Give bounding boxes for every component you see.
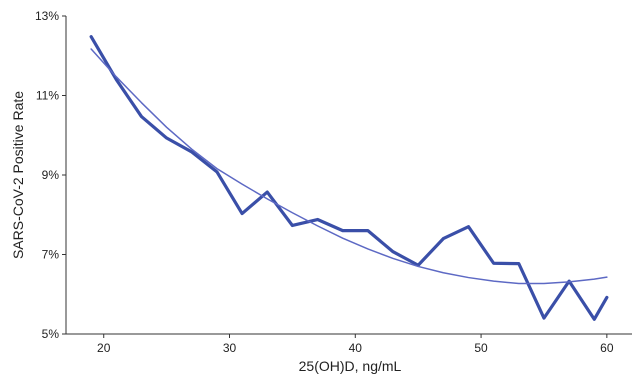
y-tick-label: 11% <box>36 89 59 103</box>
y-tick-label: 9% <box>42 168 60 182</box>
y-axis-title: SARS-CoV-2 Positive Rate <box>10 91 26 259</box>
x-tick-label: 20 <box>97 341 111 355</box>
series-layer <box>89 35 609 321</box>
x-tick-label: 50 <box>474 341 488 355</box>
x-axis-title: 25(OH)D, ng/mL <box>299 358 402 374</box>
y-tick-label: 13% <box>35 9 59 23</box>
y-axis: 5% 7% 9% 11% 13% <box>35 9 67 341</box>
x-tick-label: 30 <box>223 341 237 355</box>
fitted-trend-line <box>90 48 608 285</box>
x-tick-label: 60 <box>600 341 614 355</box>
x-axis: 20 30 40 50 60 <box>66 333 632 355</box>
y-tick-label: 7% <box>42 248 60 262</box>
y-tick-label: 5% <box>42 327 60 341</box>
observed-rate-line <box>89 35 609 321</box>
x-tick-label: 40 <box>349 341 363 355</box>
